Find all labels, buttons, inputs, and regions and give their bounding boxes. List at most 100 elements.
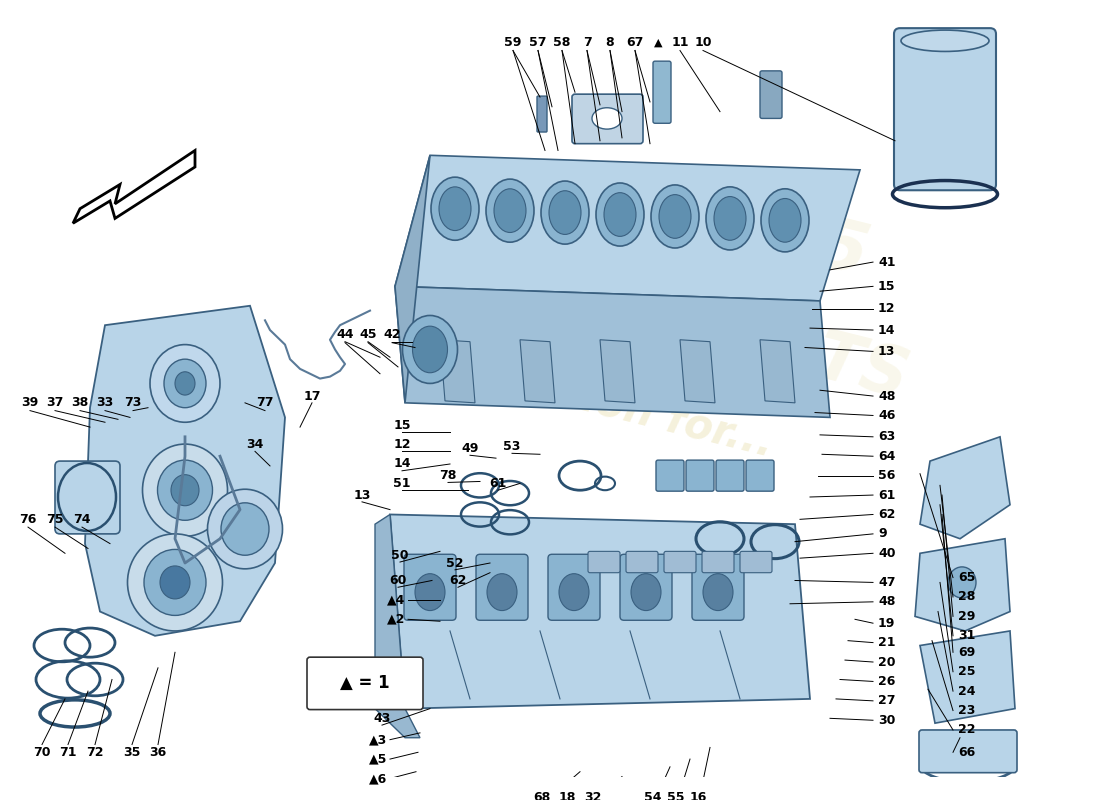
Polygon shape xyxy=(760,340,795,403)
Text: 67: 67 xyxy=(626,36,644,50)
Text: ▲6: ▲6 xyxy=(368,772,387,785)
Text: EUROPARTS: EUROPARTS xyxy=(470,241,916,412)
Ellipse shape xyxy=(415,574,446,610)
Polygon shape xyxy=(375,514,420,738)
Ellipse shape xyxy=(412,326,448,373)
Text: 24: 24 xyxy=(958,685,976,698)
Text: 50: 50 xyxy=(392,549,409,562)
Text: 40: 40 xyxy=(878,546,895,560)
Ellipse shape xyxy=(559,574,588,610)
Text: 34: 34 xyxy=(246,438,264,451)
Ellipse shape xyxy=(631,574,661,610)
Ellipse shape xyxy=(486,179,534,242)
Ellipse shape xyxy=(439,187,471,230)
Ellipse shape xyxy=(596,183,644,246)
Text: 21: 21 xyxy=(878,636,895,649)
Text: 39: 39 xyxy=(21,396,38,410)
Ellipse shape xyxy=(144,550,206,615)
Text: 73: 73 xyxy=(124,396,142,410)
Ellipse shape xyxy=(592,108,622,129)
Ellipse shape xyxy=(157,460,212,520)
Polygon shape xyxy=(395,286,830,418)
Text: 55: 55 xyxy=(668,791,684,800)
FancyBboxPatch shape xyxy=(760,71,782,118)
Text: ▲: ▲ xyxy=(653,38,662,48)
FancyBboxPatch shape xyxy=(626,551,658,573)
Text: 37: 37 xyxy=(46,396,64,410)
Text: 35: 35 xyxy=(123,746,141,758)
Text: ▲3: ▲3 xyxy=(368,733,387,746)
Text: 43: 43 xyxy=(373,712,390,725)
Text: 72: 72 xyxy=(86,746,103,758)
Text: 58: 58 xyxy=(553,36,571,50)
Text: 68: 68 xyxy=(534,791,551,800)
Text: 28: 28 xyxy=(958,590,976,603)
Text: 13: 13 xyxy=(878,345,895,358)
Text: 25: 25 xyxy=(958,666,976,678)
Ellipse shape xyxy=(659,194,691,238)
Text: 51: 51 xyxy=(394,477,410,490)
Text: 46: 46 xyxy=(878,409,895,422)
Text: ▲4: ▲4 xyxy=(387,594,405,606)
Text: 20: 20 xyxy=(878,655,895,669)
Ellipse shape xyxy=(208,490,283,569)
Text: 17: 17 xyxy=(304,390,321,402)
Text: 64: 64 xyxy=(878,450,895,462)
Ellipse shape xyxy=(494,189,526,233)
Polygon shape xyxy=(395,155,860,301)
Text: 27: 27 xyxy=(878,694,895,707)
Text: 23: 23 xyxy=(958,704,976,717)
Text: 30: 30 xyxy=(878,714,895,726)
Text: 36: 36 xyxy=(150,746,166,758)
Ellipse shape xyxy=(431,177,478,240)
Polygon shape xyxy=(73,150,195,223)
Text: 32: 32 xyxy=(584,791,602,800)
FancyBboxPatch shape xyxy=(653,61,671,123)
Ellipse shape xyxy=(164,359,206,408)
Ellipse shape xyxy=(769,198,801,242)
Ellipse shape xyxy=(170,474,199,506)
Ellipse shape xyxy=(221,503,270,555)
FancyBboxPatch shape xyxy=(537,96,547,132)
Text: 48: 48 xyxy=(878,390,895,402)
Text: 15: 15 xyxy=(394,418,410,432)
Text: 19: 19 xyxy=(878,617,895,630)
Text: 60: 60 xyxy=(389,574,407,587)
FancyBboxPatch shape xyxy=(918,730,1018,773)
Text: 56: 56 xyxy=(878,469,895,482)
FancyBboxPatch shape xyxy=(894,28,996,190)
Text: 70: 70 xyxy=(33,746,51,758)
Text: 78: 78 xyxy=(439,469,456,482)
Text: 33: 33 xyxy=(97,396,113,410)
Ellipse shape xyxy=(703,574,733,610)
Polygon shape xyxy=(920,437,1010,538)
Text: 52: 52 xyxy=(447,557,464,570)
Text: 77: 77 xyxy=(256,396,274,410)
Text: 16: 16 xyxy=(690,791,706,800)
Text: 7: 7 xyxy=(583,36,592,50)
Text: 48: 48 xyxy=(878,595,895,608)
FancyBboxPatch shape xyxy=(548,554,600,620)
FancyBboxPatch shape xyxy=(686,460,714,491)
Text: 62: 62 xyxy=(878,508,895,521)
Text: 47: 47 xyxy=(878,576,895,589)
Ellipse shape xyxy=(160,566,190,599)
Text: 12: 12 xyxy=(878,302,895,315)
FancyBboxPatch shape xyxy=(692,554,744,620)
Text: 63: 63 xyxy=(878,430,895,443)
Ellipse shape xyxy=(761,189,808,252)
FancyBboxPatch shape xyxy=(476,554,528,620)
Text: 22: 22 xyxy=(958,723,976,737)
Text: 49: 49 xyxy=(461,442,478,455)
Ellipse shape xyxy=(487,574,517,610)
Polygon shape xyxy=(520,340,556,403)
Ellipse shape xyxy=(128,534,222,631)
Ellipse shape xyxy=(541,181,589,244)
Text: 44: 44 xyxy=(337,328,354,342)
Polygon shape xyxy=(920,631,1015,723)
Ellipse shape xyxy=(143,444,228,536)
Text: 12: 12 xyxy=(394,438,410,451)
Text: 29: 29 xyxy=(958,610,976,623)
FancyBboxPatch shape xyxy=(702,551,734,573)
Text: 62: 62 xyxy=(449,574,466,587)
